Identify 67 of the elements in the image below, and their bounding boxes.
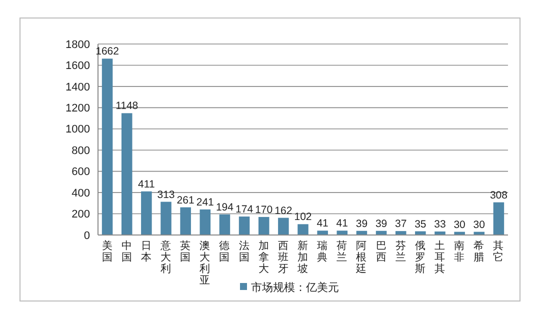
x-tick-label: 法国	[238, 239, 250, 264]
data-label: 308	[490, 189, 508, 202]
data-label: 41	[316, 218, 329, 230]
x-tick-label: 荷兰	[336, 239, 348, 264]
y-tick-label: 1400	[66, 81, 90, 94]
x-tick-label: 巴西	[376, 240, 387, 264]
bar	[258, 216, 270, 235]
y-tick-label: 1200	[66, 102, 90, 115]
y-tick-label: 1800	[66, 38, 90, 51]
data-label: 174	[236, 204, 254, 216]
data-label: 261	[176, 194, 194, 206]
data-label: 162	[274, 204, 292, 217]
x-tick-label: 阿根廷	[355, 240, 368, 275]
x-tick-label: 南非	[454, 239, 466, 264]
data-label: 30	[473, 218, 486, 231]
x-tick-label: 中国	[121, 239, 132, 264]
data-label: 241	[196, 196, 214, 208]
bar	[160, 202, 172, 235]
bar	[102, 58, 113, 235]
data-label: 411	[138, 178, 155, 190]
data-label: 1662	[96, 46, 120, 58]
legend-label: 市场规模：亿美元	[251, 280, 339, 294]
y-tick-label: 1000	[66, 124, 90, 136]
data-label: 35	[414, 218, 426, 230]
x-tick-label: 西班牙	[278, 240, 289, 275]
bar	[200, 209, 211, 235]
x-tick-label: 其它	[493, 239, 504, 264]
x-tick-label: 澳大利亚	[200, 240, 211, 286]
bar	[121, 113, 132, 235]
x-tick-label: 希腊	[474, 239, 485, 264]
x-tick-label: 英国	[180, 239, 192, 264]
data-label: 39	[375, 218, 388, 230]
bar	[180, 207, 191, 235]
data-label: 170	[255, 204, 273, 216]
y-tick-label: 0	[84, 230, 90, 242]
x-tick-label: 瑞典	[317, 239, 328, 264]
y-tick-label: 800	[72, 144, 90, 157]
y-tick-label: 200	[72, 208, 90, 221]
data-label: 313	[157, 188, 175, 201]
bar	[238, 216, 250, 235]
data-label: 39	[356, 218, 368, 230]
bar	[298, 224, 308, 235]
x-tick-label: 新加坡	[296, 239, 308, 275]
bar	[317, 230, 328, 235]
x-tick-label: 加拿大	[258, 239, 270, 275]
data-label: 102	[294, 211, 312, 224]
y-tick-label: 600	[72, 166, 90, 178]
data-label: 194	[216, 201, 234, 214]
data-label: 37	[395, 218, 407, 230]
bar	[336, 230, 348, 235]
bar	[219, 214, 230, 235]
bar	[493, 202, 504, 235]
x-tick-label: 日本	[140, 240, 152, 264]
data-label: 30	[454, 218, 466, 231]
data-label: 33	[434, 218, 446, 230]
y-tick-label: 400	[72, 187, 90, 200]
data-label: 41	[336, 218, 348, 230]
x-tick-label: 美国	[102, 239, 113, 264]
bar	[141, 191, 152, 235]
data-label: 1148	[116, 100, 138, 112]
x-tick-label: 德国	[219, 240, 230, 264]
x-tick-label: 芬兰	[395, 239, 406, 264]
bar	[278, 218, 289, 235]
x-tick-label: 俄罗斯	[414, 240, 426, 275]
x-tick-label: 土耳其	[434, 239, 446, 275]
x-tick-label: 意大利	[160, 239, 172, 275]
y-tick-label: 1600	[66, 60, 90, 72]
